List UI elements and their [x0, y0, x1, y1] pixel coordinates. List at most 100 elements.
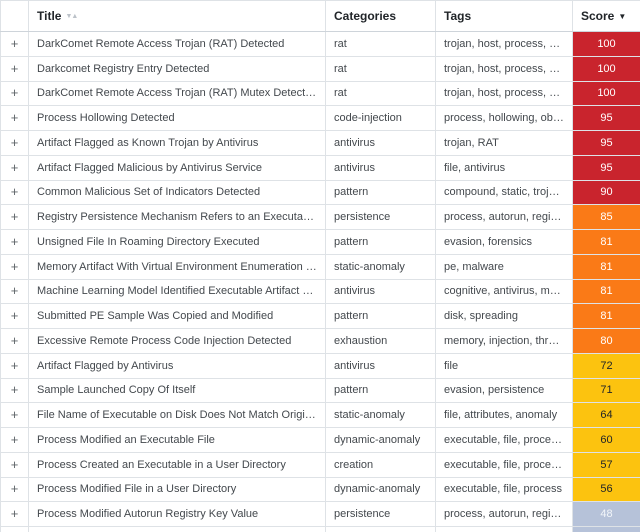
- expand-cell: +: [0, 179, 29, 206]
- row-tags: trojan, RAT: [435, 130, 573, 156]
- expand-row-button[interactable]: +: [10, 209, 19, 225]
- score-column-label: Score: [581, 9, 615, 23]
- row-title: Process Created an Executable in a User …: [28, 451, 326, 478]
- sort-descending-icon: ▼: [618, 12, 627, 21]
- score-badge: 90: [572, 179, 640, 206]
- score-badge: 81: [572, 303, 640, 329]
- row-categories: creation: [325, 451, 436, 478]
- table-row: + Process Modified Autorun Registry Key …: [0, 501, 640, 527]
- score-badge: 57: [572, 451, 640, 478]
- expand-row-button[interactable]: +: [10, 35, 19, 51]
- expand-row-button[interactable]: +: [10, 159, 19, 175]
- table-row: + Artifact Flagged by Antivirus antiviru…: [0, 352, 640, 379]
- row-tags: process, autorun, regist…: [435, 204, 573, 230]
- row-tags: compound, static, trojan…: [435, 179, 573, 206]
- score-badge: 71: [572, 377, 640, 404]
- expand-row-button[interactable]: +: [10, 308, 19, 324]
- row-tags: memory, injection, thre…: [435, 328, 573, 354]
- expand-row-button[interactable]: +: [10, 332, 19, 348]
- table-row: + Process Modified File in a User Direct…: [0, 476, 640, 503]
- row-categories: rat: [325, 55, 436, 82]
- expand-column-header: [0, 0, 29, 32]
- expand-row-button[interactable]: +: [10, 407, 19, 423]
- score-badge: 81: [572, 229, 640, 255]
- row-tags: trojan, host, process, RA…: [435, 31, 573, 57]
- row-tags: executable, file, process: [435, 476, 573, 503]
- row-categories: antivirus: [325, 154, 436, 181]
- expand-cell: +: [0, 31, 29, 57]
- expand-row-button[interactable]: +: [10, 431, 19, 447]
- expand-row-button[interactable]: +: [10, 382, 19, 398]
- row-categories: rat: [325, 31, 436, 57]
- score-badge: 64: [572, 402, 640, 428]
- row-categories: static-anomaly: [325, 253, 436, 280]
- row-tags: [435, 526, 573, 532]
- expand-cell: +: [0, 278, 29, 305]
- row-categories: antivirus: [325, 278, 436, 305]
- expand-cell: +: [0, 328, 29, 354]
- row-tags: process, hollowing, obfu…: [435, 105, 573, 131]
- row-title: Excessive Remote Process Code Injection …: [28, 328, 326, 354]
- expand-row-button[interactable]: +: [10, 134, 19, 150]
- row-categories: pattern: [325, 377, 436, 404]
- table-row: + Machine Learning Model Identified Exec…: [0, 278, 640, 305]
- expand-row-button[interactable]: +: [10, 184, 19, 200]
- expand-cell: +: [0, 204, 29, 230]
- expand-row-button[interactable]: +: [10, 233, 19, 249]
- title-column-header[interactable]: Title ▼▲: [28, 0, 326, 32]
- expand-cell: +: [0, 253, 29, 280]
- expand-cell: [0, 526, 29, 532]
- title-column-label: Title: [37, 9, 62, 23]
- sort-both-icon: ▼▲: [65, 13, 78, 20]
- expand-row-button[interactable]: +: [10, 481, 19, 497]
- row-title: DarkComet Remote Access Trojan (RAT) Det…: [28, 31, 326, 57]
- row-title: Process Hollowing Detected: [28, 105, 326, 131]
- categories-column-header: Categories: [325, 0, 436, 32]
- expand-cell: +: [0, 130, 29, 156]
- expand-cell: +: [0, 80, 29, 107]
- score-badge: 81: [572, 253, 640, 280]
- table-header: Title ▼▲ Categories Tags Score ▼: [0, 0, 640, 32]
- expand-row-button[interactable]: +: [10, 258, 19, 274]
- row-categories: pattern: [325, 303, 436, 329]
- row-categories: dynamic-anomaly: [325, 427, 436, 453]
- row-tags: evasion, persistence: [435, 377, 573, 404]
- table-row: + Memory Artifact With Virtual Environme…: [0, 253, 640, 280]
- expand-row-button[interactable]: +: [10, 357, 19, 373]
- row-title: Sample Launched Copy Of Itself: [28, 377, 326, 404]
- row-categories: static-anomaly: [325, 402, 436, 428]
- score-badge: 56: [572, 476, 640, 503]
- row-title: Process Modified Autorun Registry Key Va…: [28, 501, 326, 527]
- table-row: + Sample Launched Copy Of Itself pattern…: [0, 377, 640, 404]
- expand-row-button[interactable]: +: [10, 506, 19, 522]
- expand-cell: +: [0, 501, 29, 527]
- score-badge: [572, 526, 640, 532]
- categories-column-label: Categories: [334, 9, 397, 23]
- expand-row-button[interactable]: +: [10, 60, 19, 76]
- row-tags: trojan, host, process, RA…: [435, 55, 573, 82]
- expand-cell: +: [0, 55, 29, 82]
- expand-row-button[interactable]: +: [10, 85, 19, 101]
- row-tags: cognitive, antivirus, ma…: [435, 278, 573, 305]
- score-badge: 100: [572, 31, 640, 57]
- table-row: + Unsigned File In Roaming Directory Exe…: [0, 229, 640, 255]
- table-row: + Common Malicious Set of Indicators Det…: [0, 179, 640, 206]
- row-categories: persistence: [325, 501, 436, 527]
- row-title: Machine Learning Model Identified Execut…: [28, 278, 326, 305]
- expand-cell: +: [0, 476, 29, 503]
- row-title: Process Modified File in a User Director…: [28, 476, 326, 503]
- row-categories: persistence: [325, 204, 436, 230]
- expand-row-button[interactable]: +: [10, 283, 19, 299]
- score-column-header[interactable]: Score ▼: [572, 0, 640, 32]
- row-title: Common Malicious Set of Indicators Detec…: [28, 179, 326, 206]
- expand-row-button[interactable]: +: [10, 110, 19, 126]
- expand-cell: +: [0, 402, 29, 428]
- expand-row-button[interactable]: +: [10, 456, 19, 472]
- row-tags: pe, malware: [435, 253, 573, 280]
- row-title: Artifact Flagged Malicious by Antivirus …: [28, 154, 326, 181]
- row-categories: antivirus: [325, 130, 436, 156]
- row-tags: file: [435, 352, 573, 379]
- row-title: Artifact Flagged as Known Trojan by Anti…: [28, 130, 326, 156]
- score-badge: 95: [572, 154, 640, 181]
- table-row: + Process Hollowing Detected code-inject…: [0, 105, 640, 131]
